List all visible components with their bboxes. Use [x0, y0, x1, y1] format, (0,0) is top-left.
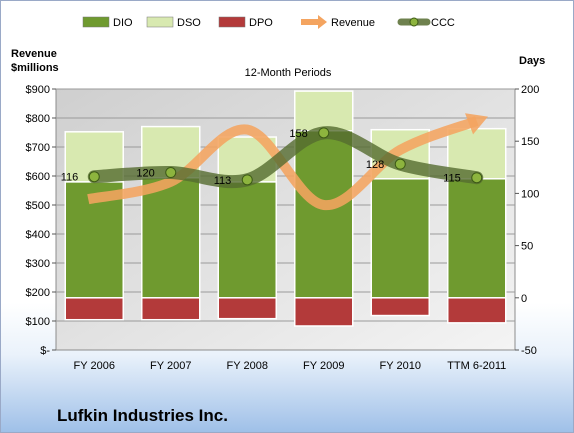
right-axis-label: Days — [519, 55, 545, 67]
ccc-marker — [241, 174, 253, 186]
legend-label: DIO — [113, 17, 133, 29]
ccc-data-label: 113 — [214, 175, 232, 187]
legend-label: Revenue — [331, 17, 375, 29]
category-label: FY 2009 — [303, 360, 344, 372]
bar-dpo — [64, 297, 124, 321]
category-label: FY 2006 — [74, 360, 115, 372]
ccc-data-label: 120 — [136, 168, 154, 180]
legend-swatch-ccc-marker — [409, 17, 419, 27]
revenue-line — [87, 116, 479, 211]
right-tick-label: 150 — [521, 136, 539, 148]
left-tick-label: $200 — [26, 287, 50, 299]
company-name: Lufkin Industries Inc. — [57, 406, 228, 425]
ccc-data-label: 115 — [443, 173, 461, 185]
bar-dio — [447, 178, 507, 299]
left-tick-label: $800 — [26, 113, 50, 125]
ccc-data-label: 128 — [366, 159, 384, 171]
ccc-marker — [88, 171, 100, 183]
bar-dpo — [141, 297, 201, 321]
ccc-marker — [394, 158, 406, 170]
legend-label: DSO — [177, 17, 201, 29]
legend-swatch-dso — [146, 16, 174, 28]
legend-swatch-dpo — [218, 16, 246, 28]
bar-dso — [294, 90, 354, 132]
category-label: FY 2008 — [227, 360, 268, 372]
right-tick-label: 50 — [521, 241, 533, 253]
bar-dio — [294, 130, 354, 299]
left-tick-label: $900 — [26, 84, 50, 96]
revenue-arrowhead — [465, 113, 488, 135]
category-label: TTM 6-2011 — [447, 360, 506, 372]
ccc-marker — [165, 167, 177, 179]
bar-dpo — [370, 297, 430, 317]
chart-title: 12-Month Periods — [245, 67, 332, 79]
ccc-data-label: 116 — [61, 172, 79, 184]
bar-dpo — [294, 297, 354, 327]
legend-swatch-dio — [82, 16, 110, 28]
bar-dio — [141, 176, 201, 299]
right-tick-label: 100 — [521, 188, 539, 200]
left-tick-label: $- — [40, 345, 50, 357]
ccc-marker — [471, 172, 483, 184]
bar-dio — [217, 181, 277, 299]
bar-dio — [370, 178, 430, 299]
ccc-marker — [318, 127, 330, 139]
ccc-data-label: 158 — [289, 128, 307, 140]
category-label: FY 2010 — [380, 360, 421, 372]
legend-label: CCC — [431, 17, 455, 29]
left-axis-label: Revenue — [11, 48, 57, 60]
legend-label: DPO — [249, 17, 273, 29]
left-tick-label: $600 — [26, 171, 50, 183]
right-tick-label: -50 — [521, 345, 537, 357]
bar-dpo — [217, 297, 277, 320]
left-tick-label: $700 — [26, 142, 50, 154]
left-tick-label: $300 — [26, 258, 50, 270]
bar-dpo — [447, 297, 507, 324]
right-tick-label: 200 — [521, 84, 539, 96]
right-tick-label: 0 — [521, 293, 527, 305]
legend-swatch-revenue-head — [318, 15, 327, 29]
category-label: FY 2007 — [150, 360, 191, 372]
left-tick-label: $400 — [26, 229, 50, 241]
left-tick-label: $500 — [26, 200, 50, 212]
left-axis-label: $millions — [11, 62, 59, 74]
left-tick-label: $100 — [26, 316, 50, 328]
